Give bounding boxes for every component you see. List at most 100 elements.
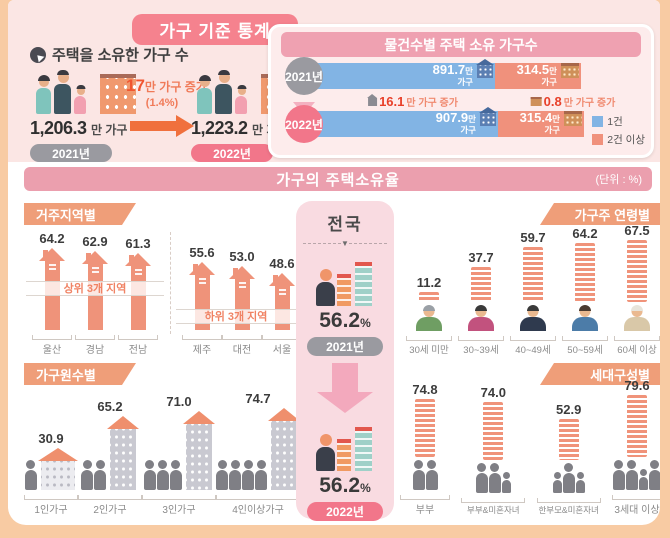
year-badge: 2022년 [307, 502, 383, 521]
building-icon [182, 411, 215, 490]
person-icon [81, 460, 93, 490]
bar-value: 61.3 [125, 236, 151, 251]
building-icon [268, 408, 300, 490]
age-bar: 59.7 40~49세 [508, 230, 558, 356]
year-badge: 2021년 [307, 337, 383, 356]
person-icon [94, 460, 106, 490]
axis-bracket [536, 498, 601, 503]
bar-value: 65.2 [97, 399, 123, 414]
increase-value: 17 [126, 76, 145, 95]
region-group: 하위 3개 지역 55.6 제주 53.0 대전 48.6 [176, 230, 302, 356]
top-section: 가구 기준 통계 주택을 소유한 가구 수 [8, 0, 660, 162]
person-icon [255, 460, 267, 490]
bar-value: 315.4만 가구 [519, 110, 560, 135]
person-icon [625, 460, 638, 490]
family-house-illustration [36, 66, 136, 114]
tab-age: 가구주 연령별 [540, 203, 660, 225]
striped-bar [483, 402, 504, 460]
bar-label: 40~49세 [515, 345, 551, 356]
bar-value: 67.5 [624, 223, 650, 238]
axis-bracket [32, 335, 72, 340]
person-icon [488, 463, 501, 493]
woman-30s-icon [467, 305, 495, 331]
generation-bar: 79.6 3세대 이상 [611, 378, 660, 516]
ribbon-fold-icon [278, 9, 293, 24]
dashed-pointer: ▼ [303, 239, 387, 248]
axis-bracket [75, 335, 115, 340]
bar-label: 제주 [192, 345, 212, 356]
region-bar: 62.9 경남 [75, 234, 115, 356]
bar-label: 전남 [128, 345, 148, 356]
change-annotation: 16.1 만 가구 증가 [367, 93, 458, 109]
striped-bar [415, 399, 435, 457]
size-bar: 71.0 3인가구 [142, 394, 216, 516]
subtitle: 주택을 소유한 가구 수 [52, 47, 189, 64]
striped-bar [575, 243, 595, 302]
person-icon [242, 460, 254, 490]
person-icon [229, 460, 241, 490]
bar-label: 부부&미혼자녀 [467, 505, 520, 515]
person-icon [316, 434, 336, 471]
axis-bracket [406, 336, 452, 341]
man-50s-icon [571, 305, 599, 331]
building-icon [561, 63, 579, 78]
bar-value: 11.2 [416, 275, 442, 290]
household-size-chart: 30.9 1인가구 65.2 2인가구 71.0 3인가구 74.7 [24, 390, 300, 516]
city-illustration [313, 419, 377, 471]
tab-region: 거주지역별 [24, 203, 136, 225]
family-group-icon [552, 463, 585, 493]
house-roof-icon [229, 266, 255, 279]
axis-bracket [222, 335, 262, 340]
generation-chart: 74.8 부부 74.0 부부&미혼자녀 52.9 한부모&미혼자녀 79.6 … [400, 378, 660, 516]
striped-bar [627, 240, 647, 302]
bar-value: 53.0 [229, 249, 255, 264]
person-icon [552, 472, 562, 493]
panel-rows: 2021년 891.7만 가구 314.5만 가구 2022년 907.9만 가구 3… [285, 57, 641, 153]
age-bar: 37.7 30~39세 [456, 250, 506, 356]
dashed-divider [170, 232, 171, 334]
axis-bracket [118, 335, 158, 340]
person-icon [575, 472, 585, 493]
year-badge-2021: 2021년 [30, 144, 112, 162]
year-circle: 2021년 [285, 57, 323, 95]
bar-label: 4인이상가구 [232, 505, 284, 516]
region-band-label: 상위 3개 지역 [26, 281, 164, 296]
building-icon [337, 274, 351, 306]
person-icon [24, 460, 37, 490]
bar-multi-unit: 315.4만 가구 [498, 111, 584, 137]
size-bar: 74.7 4인이상가구 [216, 391, 300, 516]
households-2022-value: 1,223.2 [191, 118, 248, 138]
axis-bracket [400, 495, 450, 500]
man-40s-icon [519, 305, 547, 331]
child-icon [235, 85, 248, 114]
region-chart: 상위 3개 지역 64.2 울산 62.9 경남 61.3 [24, 230, 302, 356]
bar-multi-unit: 314.5만 가구 [495, 63, 581, 89]
man-icon [54, 70, 72, 114]
tab-generation: 세대구성별 [540, 363, 660, 385]
bar-value: 74.0 [480, 385, 506, 400]
person-icon [143, 460, 156, 490]
bar-label: 한부모&미혼자녀 [538, 505, 599, 515]
building-icon [355, 427, 372, 471]
bar-value: 48.6 [269, 256, 295, 271]
person-icon [475, 463, 488, 493]
bar-value: 891.7만 가구 [432, 62, 473, 87]
bar-label: 경남 [85, 345, 105, 356]
bar-value: 37.7 [468, 250, 494, 265]
bar-label: 1인가구 [34, 505, 68, 516]
down-arrow-icon [317, 363, 373, 413]
child-icon [74, 85, 87, 114]
bar-label: 대전 [232, 345, 252, 356]
family-group-icon [475, 463, 511, 493]
year-circle: 2022년 [285, 105, 323, 143]
bar-label: 3인가구 [162, 505, 196, 516]
bar-label: 60세 이상 [617, 345, 657, 356]
change-annotation: 0.8 만 가구 증가 [530, 94, 615, 109]
age-chart: 11.2 30세 미만 37.7 30~39세 59.7 40~49세 [404, 223, 660, 356]
region-bar: 55.6 제주 [182, 245, 222, 356]
striped-bar [419, 292, 439, 302]
building-icon [337, 439, 351, 471]
house-roof-icon [39, 248, 65, 261]
axis-bracket [562, 336, 608, 341]
house-icon [479, 107, 497, 126]
